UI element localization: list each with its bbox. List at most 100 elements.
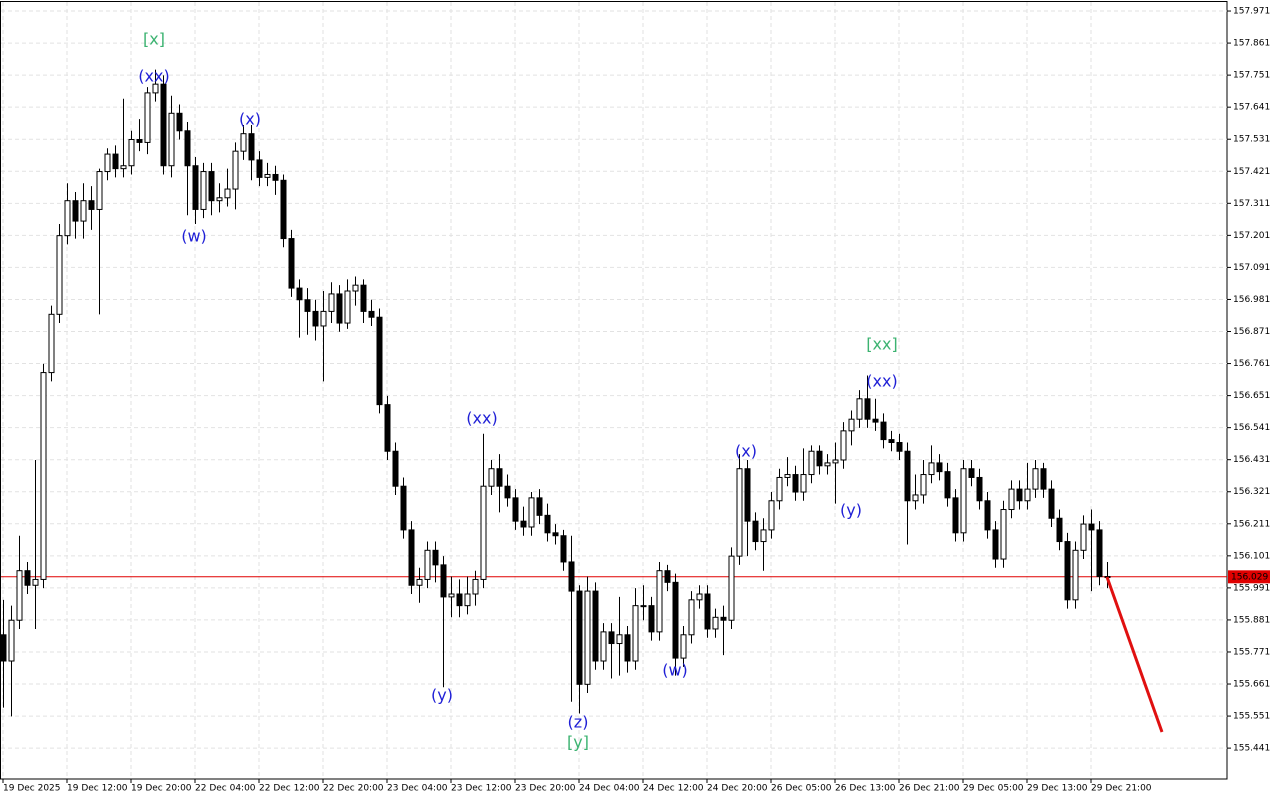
candle-body	[808, 450, 815, 476]
candle-body	[168, 112, 175, 167]
candle-body	[832, 459, 839, 464]
candle-body	[152, 83, 159, 94]
candle-body	[344, 290, 351, 324]
candle-body	[1056, 517, 1063, 543]
x-tick-label: 23 Dec 04:00	[387, 784, 448, 794]
candle-body	[1016, 488, 1023, 502]
candle-body	[712, 616, 719, 630]
candle-body	[648, 605, 655, 633]
candle-body	[264, 173, 271, 178]
projection-line	[1105, 576, 1164, 733]
candle-body	[552, 532, 559, 537]
wave-label: (w)	[181, 227, 207, 246]
candle-body	[816, 450, 823, 467]
candle-body	[616, 634, 623, 645]
candle-body	[568, 561, 575, 592]
candles	[0, 69, 1111, 717]
candle-body	[952, 497, 959, 534]
candle-body	[16, 570, 23, 621]
y-tick-label: 155.551	[1233, 712, 1270, 722]
candle-body	[968, 468, 975, 478]
candle-body	[128, 139, 135, 167]
candle-body	[736, 468, 743, 557]
candle-body	[624, 634, 631, 662]
candle-body	[992, 529, 999, 560]
wave-label: (y)	[431, 686, 453, 705]
candle-body	[664, 570, 671, 583]
y-tick-label: 157.861	[1233, 39, 1270, 49]
candle-body	[304, 299, 311, 312]
candle-body	[432, 549, 439, 566]
grid	[1, 2, 1231, 783]
candle-body	[728, 555, 735, 621]
wave-label: (x)	[735, 442, 757, 461]
candle-body	[352, 284, 359, 292]
x-tick-label: 19 Dec 12:00	[67, 784, 128, 794]
candle-body	[792, 474, 799, 493]
candle-body	[360, 284, 367, 312]
candle-body	[416, 578, 423, 586]
candle-body	[320, 310, 327, 327]
candle-body	[200, 171, 207, 210]
x-tick-label: 29 Dec 05:00	[963, 784, 1024, 794]
candle-body	[248, 133, 255, 161]
candle-body	[104, 153, 111, 173]
candle-body	[688, 599, 695, 636]
candle-body	[112, 153, 119, 170]
candle-body	[192, 165, 199, 210]
candle-body	[288, 238, 295, 289]
wave-label: [xx]	[866, 335, 897, 354]
candle-body	[8, 619, 15, 662]
wave-label: [y]	[567, 733, 589, 752]
candle-body	[472, 578, 479, 595]
candle-body	[608, 631, 615, 645]
candle-body	[408, 529, 415, 586]
y-tick-label: 157.971	[1233, 7, 1270, 17]
wave-label: [x]	[143, 30, 165, 49]
labels: 157.971 157.861 157.751 157.641 157.531 157.4…	[3, 7, 1270, 794]
y-tick-label: 157.531	[1233, 135, 1270, 145]
candle-body	[1072, 549, 1079, 601]
x-tick-label: 29 Dec 21:00	[1091, 784, 1152, 794]
candle-body	[960, 468, 967, 534]
candle-body	[888, 439, 895, 444]
candle-body	[600, 631, 607, 662]
candle-body	[280, 179, 287, 240]
candle-body	[1096, 529, 1103, 578]
candle-body	[1088, 523, 1095, 531]
y-tick-label: 156.541	[1233, 423, 1270, 433]
candle-body	[840, 430, 847, 461]
candle-body	[0, 634, 7, 662]
candle-body	[392, 450, 399, 487]
y-tick-label: 155.661	[1233, 680, 1270, 690]
candle-body	[528, 497, 535, 528]
candle-body	[696, 593, 703, 601]
x-tick-label: 29 Dec 13:00	[1027, 784, 1088, 794]
y-tick-label: 156.981	[1233, 295, 1270, 305]
y-tick-label: 156.761	[1233, 359, 1270, 369]
candle-body	[776, 476, 783, 502]
candle-body	[456, 593, 463, 607]
candle-body	[984, 500, 991, 531]
y-tick-label: 155.441	[1233, 744, 1270, 754]
candle-body	[272, 173, 279, 181]
candle-body	[440, 564, 447, 598]
candle-body	[240, 133, 247, 152]
candle-body	[536, 497, 543, 516]
candle-body	[144, 92, 151, 143]
candle-body	[216, 197, 223, 202]
y-tick-label: 156.101	[1233, 551, 1270, 561]
candle-body	[328, 293, 335, 312]
y-tick-label: 156.431	[1233, 455, 1270, 465]
candle-body	[896, 442, 903, 452]
candle-body	[880, 421, 887, 441]
x-tick-label: 24 Dec 20:00	[707, 784, 768, 794]
candle-body	[176, 112, 183, 132]
candle-body	[384, 404, 391, 452]
candle-body	[376, 316, 383, 406]
candle-body	[912, 494, 919, 502]
candle-body	[640, 605, 647, 608]
candle-body	[136, 139, 143, 143]
wave-label: (xx)	[466, 409, 497, 428]
